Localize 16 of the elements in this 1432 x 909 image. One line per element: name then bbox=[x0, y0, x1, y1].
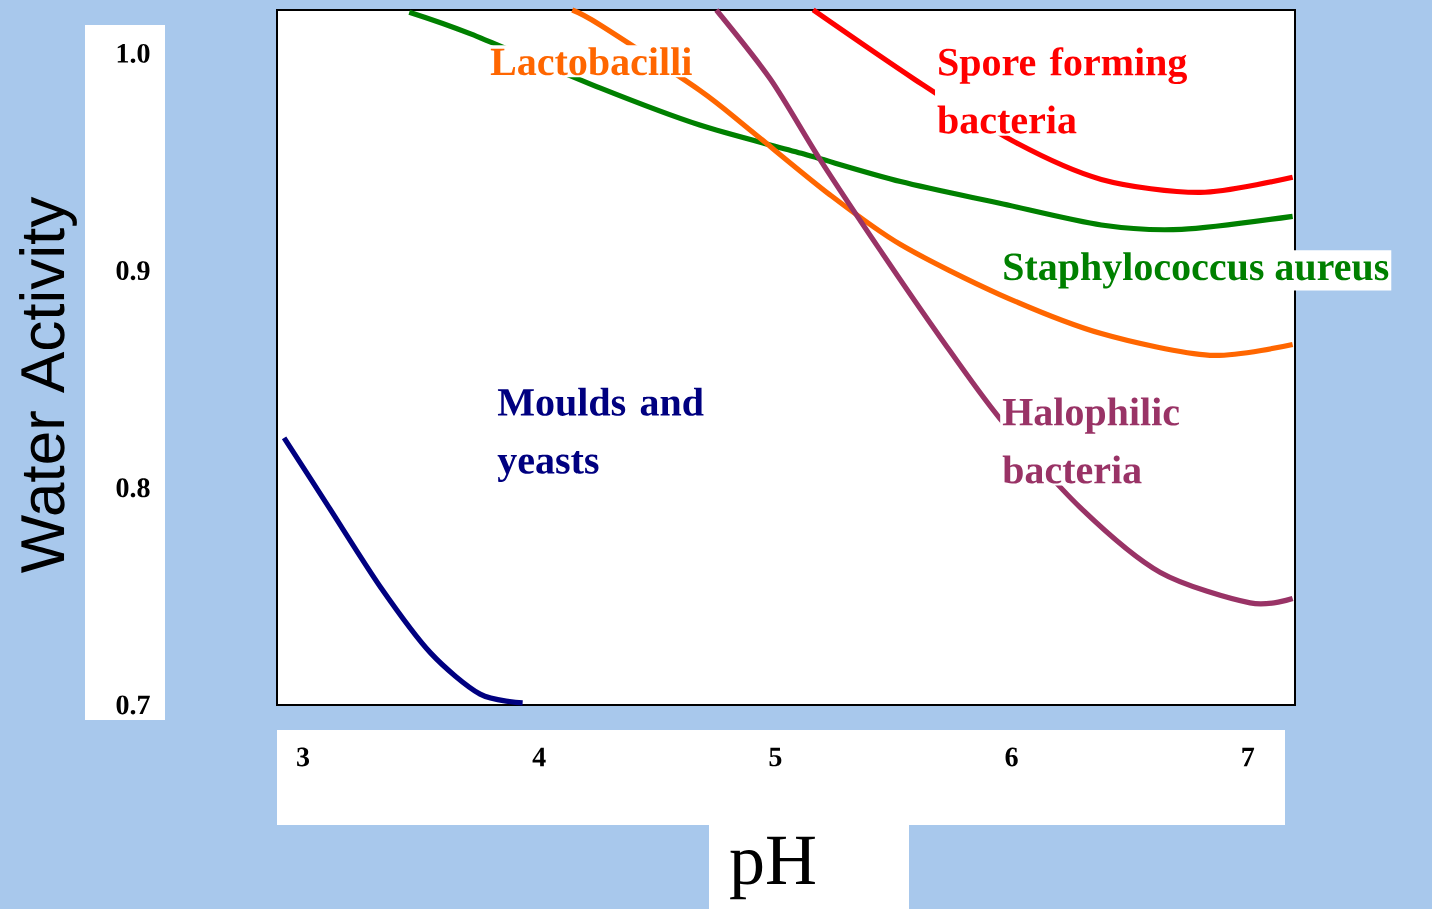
series-label: Halophilic bacteria bbox=[1002, 397, 1180, 484]
x-tick-label: 3 bbox=[297, 747, 310, 767]
y-tick-label: 0.7 bbox=[116, 695, 150, 715]
y-axis-title: Water Activity bbox=[19, 196, 77, 574]
y-tick-label: 1.0 bbox=[117, 43, 150, 63]
y-tick-label: 0.8 bbox=[116, 478, 150, 498]
x-tick-label: 6 bbox=[1005, 747, 1018, 767]
series-label: Spore forming bacteria bbox=[937, 47, 1187, 134]
y-tick-label: 0.9 bbox=[116, 261, 150, 281]
x-tick-label: 4 bbox=[532, 747, 546, 767]
series-label: Staphylococcus aureus bbox=[1004, 252, 1389, 289]
series-label: Lactobacilli bbox=[490, 47, 692, 76]
x-tick-label: 5 bbox=[769, 747, 782, 767]
x-tick-label: 7 bbox=[1242, 747, 1255, 767]
x-axis-title: pH bbox=[730, 836, 815, 900]
text: Moulds and yeasts bbox=[497, 387, 704, 483]
